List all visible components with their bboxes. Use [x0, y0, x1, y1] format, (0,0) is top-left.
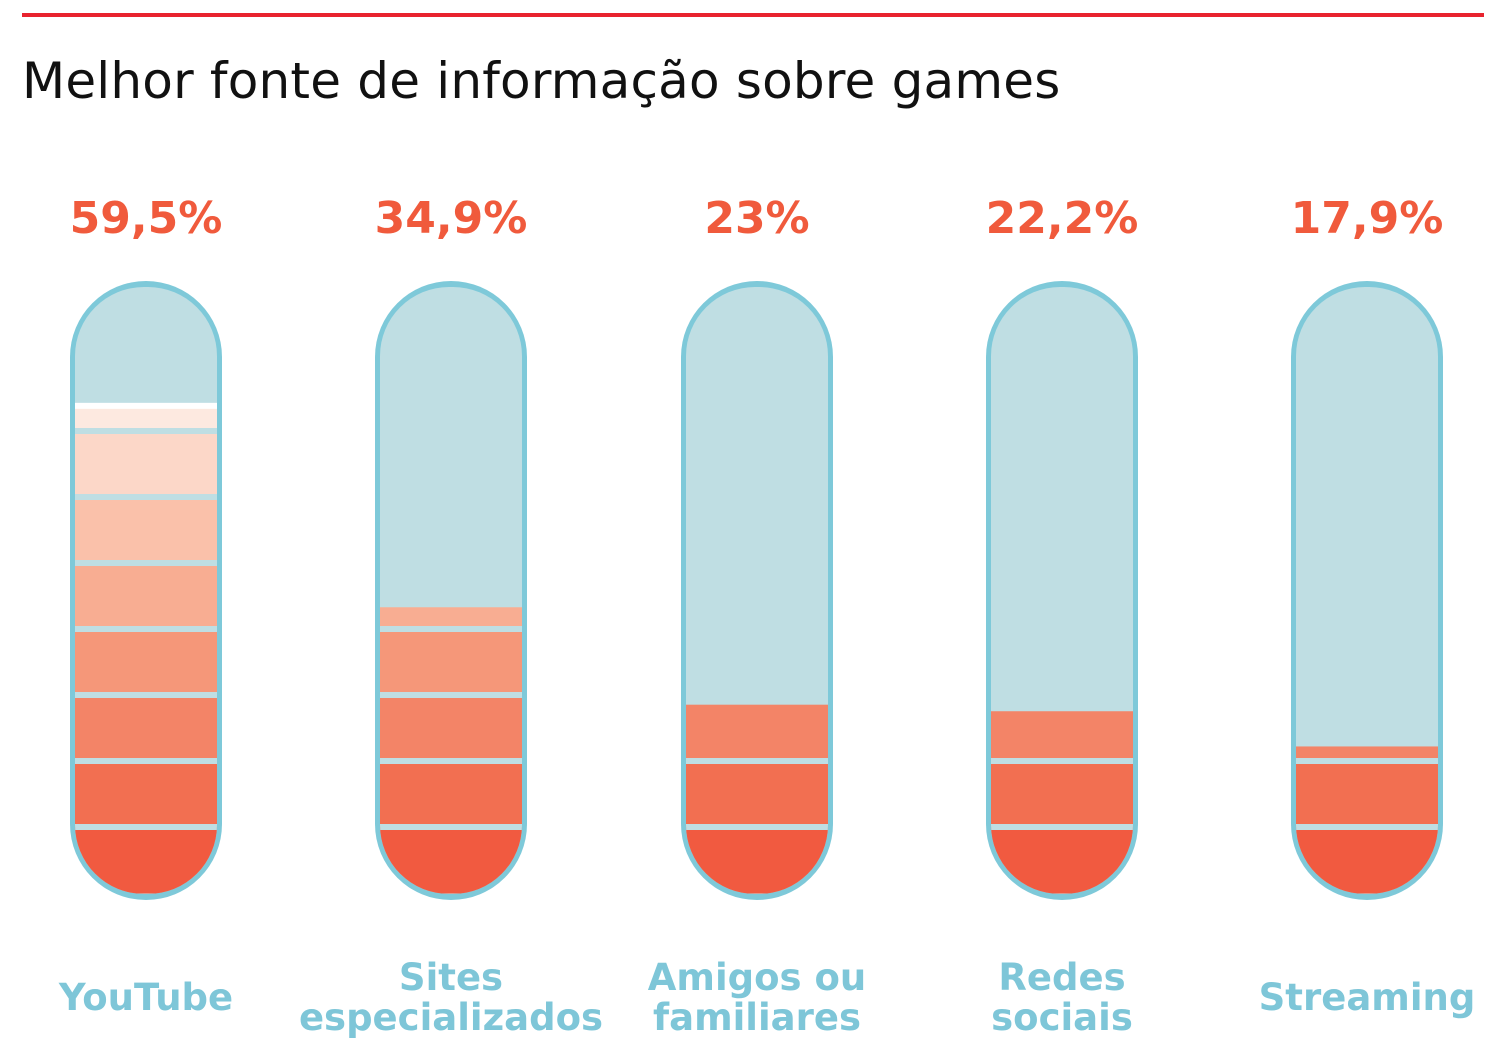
fill-band [380, 827, 522, 894]
fill-band [1296, 746, 1438, 762]
band-separator [75, 494, 217, 500]
band-separator [75, 402, 217, 409]
fill-band [1296, 827, 1438, 894]
category-label: Streaming [1259, 976, 1476, 1019]
fill-band [380, 761, 522, 828]
value-label: 22,2% [986, 193, 1139, 244]
fill-band [75, 563, 217, 630]
fill-band [686, 761, 828, 828]
fill-band [991, 827, 1133, 894]
band-separator [75, 758, 217, 764]
category-label: sociais [991, 996, 1133, 1039]
fill-band [75, 431, 217, 498]
band-separator [380, 626, 522, 632]
fill-band [75, 761, 217, 828]
fill-band [686, 827, 828, 894]
category-label: YouTube [58, 976, 233, 1019]
value-label: 23% [704, 193, 809, 244]
band-separator [1296, 824, 1438, 830]
band-separator [1296, 758, 1438, 764]
fill-band [75, 497, 217, 564]
fill-band [75, 695, 217, 762]
fill-band [75, 629, 217, 696]
band-separator [75, 560, 217, 566]
band-separator [991, 824, 1133, 830]
tube-1: 59,5% YouTube [58, 193, 233, 1019]
fill-band [380, 695, 522, 762]
band-separator [686, 758, 828, 764]
category-label: familiares [653, 996, 861, 1039]
band-separator [380, 758, 522, 764]
fill-band [75, 827, 217, 894]
category-label: Sites [399, 956, 503, 999]
fill-band [991, 711, 1133, 762]
tube-5: 17,9% Streaming [1259, 193, 1476, 1019]
fill-band [1296, 761, 1438, 828]
chart-title: Melhor fonte de informação sobre games [22, 52, 1061, 110]
fill-band [380, 629, 522, 696]
band-separator [380, 692, 522, 698]
value-label: 34,9% [375, 193, 528, 244]
band-separator [75, 626, 217, 632]
fill-band [991, 761, 1133, 828]
fill-band [686, 704, 828, 762]
category-label: Amigos ou [648, 956, 866, 999]
top-rule [22, 13, 1484, 17]
category-label: especializados [299, 996, 603, 1039]
band-separator [991, 758, 1133, 764]
category-label: Redes [998, 956, 1125, 999]
value-label: 17,9% [1291, 193, 1444, 244]
band-separator [75, 428, 217, 434]
value-label: 59,5% [70, 193, 223, 244]
band-separator [380, 824, 522, 830]
band-separator [686, 824, 828, 830]
band-separator [75, 824, 217, 830]
fill-band [75, 405, 217, 432]
band-separator [75, 692, 217, 698]
fill-band [380, 607, 522, 630]
